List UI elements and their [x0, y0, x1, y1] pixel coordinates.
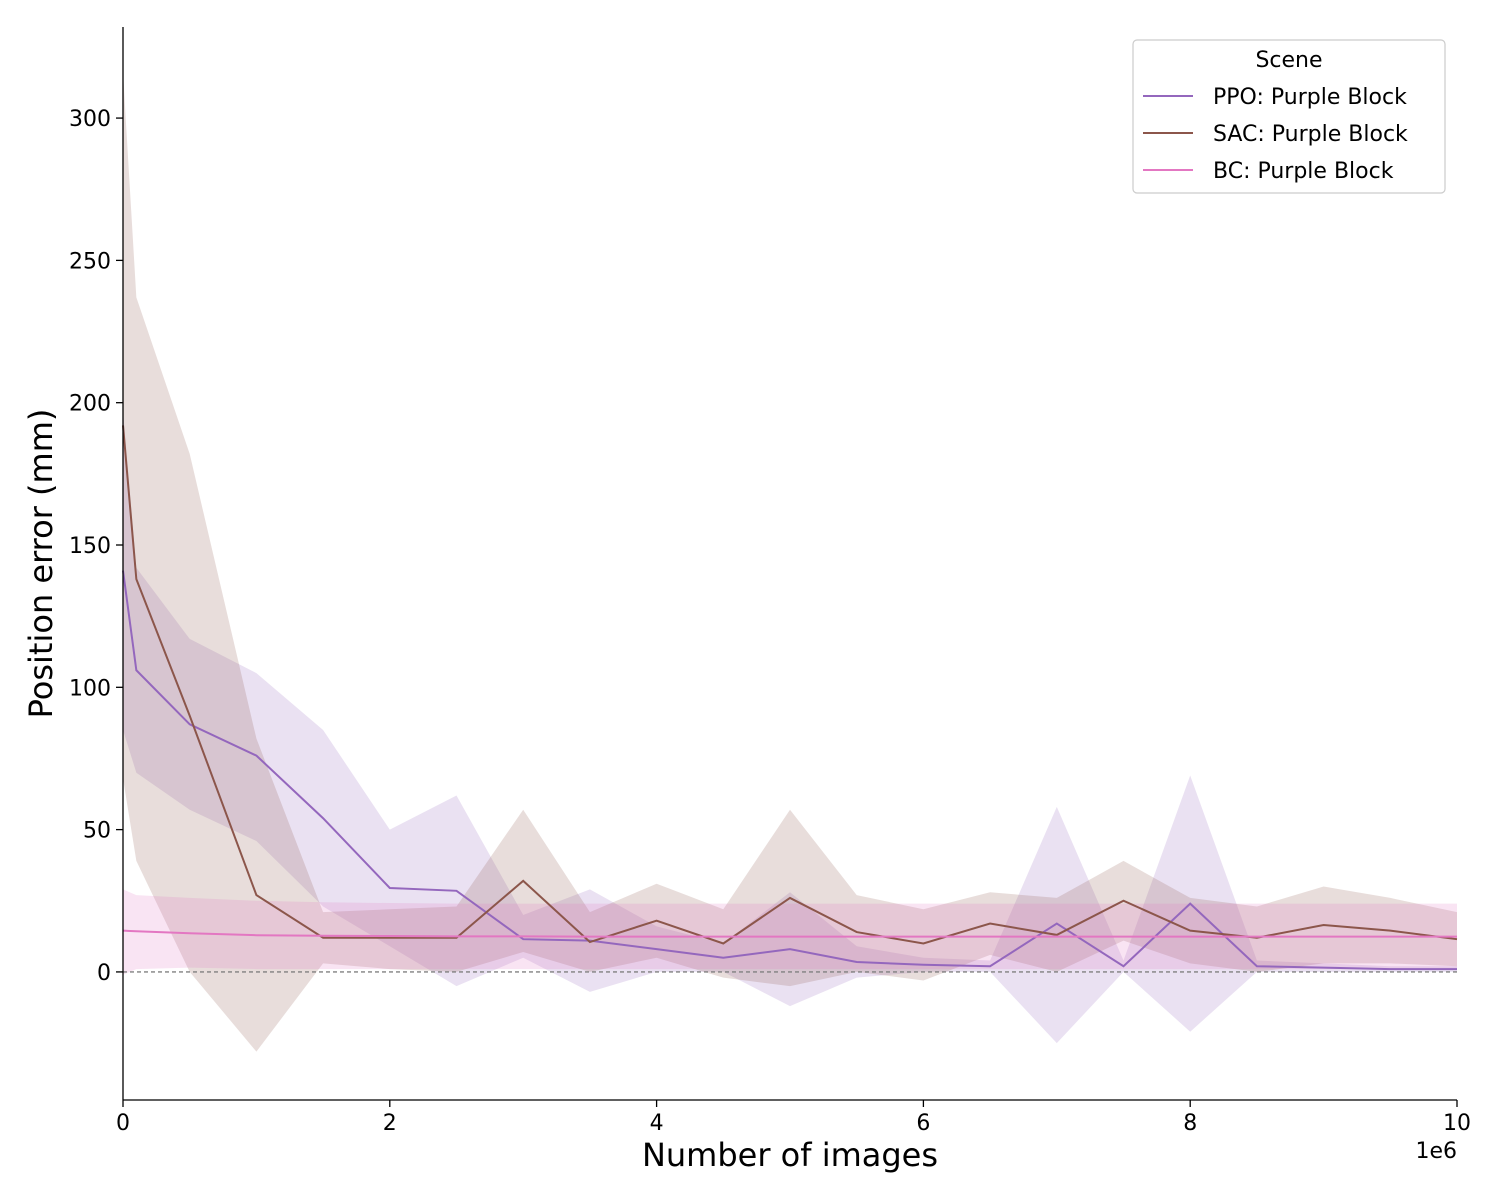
y-tick-label: 250: [69, 249, 111, 274]
bc-purple-block-line: [122, 929, 1457, 938]
x-tick-label: 10: [1443, 1111, 1471, 1136]
x-tick-label: 4: [650, 1111, 664, 1136]
y-axis-ticks: 0 50 100 150 200 250 300: [69, 107, 123, 986]
y-tick-label: 50: [83, 819, 111, 844]
x-tick-label: 6: [916, 1111, 930, 1136]
legend-frame: [1132, 39, 1446, 194]
y-tick-label: 150: [69, 534, 111, 559]
x-axis-offset-label: 1e6: [1415, 1139, 1457, 1164]
ppo-purple-block-band: [123, 411, 1457, 1044]
axes: [122, 27, 1457, 1101]
y-tick-label: 0: [97, 961, 111, 986]
y-tick-label: 200: [69, 392, 111, 417]
legend-title: Scene: [1255, 48, 1322, 73]
x-tick-label: 2: [383, 1111, 397, 1136]
series-lines: [122, 425, 1458, 971]
y-tick-label: 300: [69, 107, 111, 132]
bc-purple-block-legend-label: BC: Purple Block: [1213, 159, 1394, 184]
ppo-purple-block-legend-label: PPO: Purple Block: [1213, 85, 1407, 110]
confidence-bands: [123, 72, 1457, 1052]
x-axis-label: Number of images: [642, 1136, 938, 1174]
sac-purple-block-legend-label: SAC: Purple Block: [1213, 122, 1408, 147]
y-tick-label: 100: [69, 676, 111, 701]
x-tick-label: 8: [1183, 1111, 1197, 1136]
y-axis-label: Position error (mm): [22, 409, 60, 719]
x-tick-label: 0: [116, 1111, 130, 1136]
sac-purple-block-band: [123, 72, 1457, 1052]
bc-purple-block-band: [123, 889, 1457, 975]
x-axis-ticks: 0 2 4 6 8 10: [116, 1100, 1471, 1136]
sac-purple-block-line: [122, 425, 1458, 945]
legend: Scene PPO: Purple Block SAC: Purple Block…: [1132, 39, 1446, 194]
